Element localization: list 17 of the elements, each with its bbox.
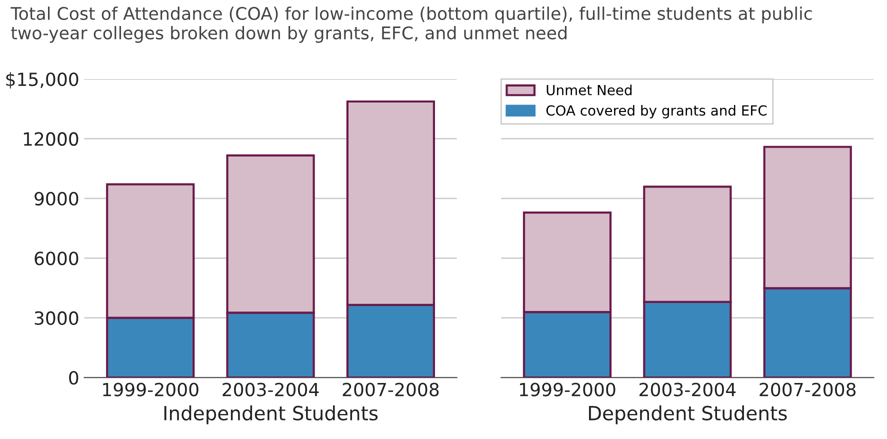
x-tick-label: 1999-2000	[520, 382, 616, 396]
y-tick-label: 0	[69, 371, 78, 385]
y-tick-label: 6000	[34, 252, 78, 266]
legend-label: Unmet Need	[546, 84, 632, 96]
y-tick-label: 9000	[34, 192, 78, 206]
chart-title: Total Cost of Attendance (COA) for low-income (bottom quartile), full-time students at public two-year colleges broken down by grants, EFC, and unmet need	[10, 6, 812, 43]
x-tick-label: 2007-2008	[342, 382, 439, 396]
x-tick-label: 1999-2000	[103, 382, 198, 396]
y-tick-label: 12000	[24, 132, 78, 146]
x-tick-label: 2003-2004	[222, 382, 319, 396]
legend-label: COA covered by grants and EFC	[546, 104, 767, 118]
x-axis-title: Independent Students	[164, 405, 378, 424]
x-tick-label: 2003-2004	[640, 382, 736, 396]
y-tick-label: $15,000	[6, 72, 78, 89]
x-tick-label: 2007-2008	[760, 382, 856, 396]
y-tick-label: 3000	[34, 311, 78, 325]
x-axis-title: Dependent Students	[588, 405, 787, 424]
